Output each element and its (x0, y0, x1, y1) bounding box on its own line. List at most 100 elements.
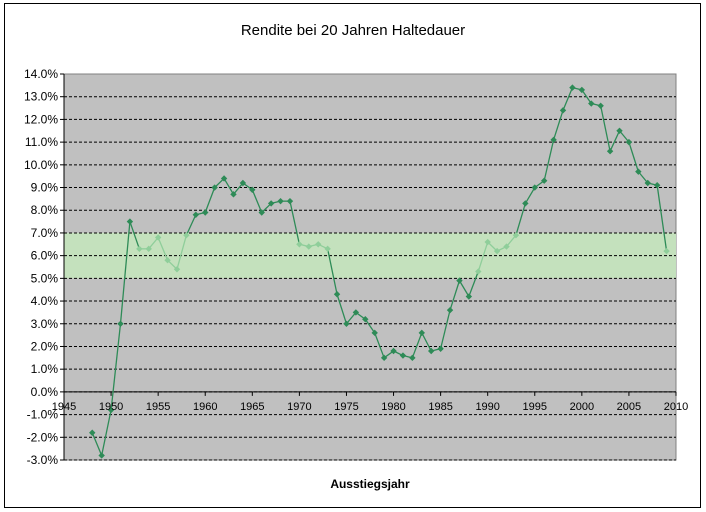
series-segment (119, 221, 131, 324)
data-point (597, 102, 604, 109)
series-segment (552, 110, 564, 141)
x-tick-label: 1970 (287, 401, 311, 413)
data-point (324, 245, 331, 253)
series-segment (609, 130, 621, 152)
data-point (399, 352, 407, 359)
series-segment (326, 248, 338, 295)
data-point (202, 209, 209, 216)
series-segment (336, 294, 348, 324)
data-point (154, 234, 162, 241)
data-point (230, 191, 237, 198)
y-tick-label: 3.0% (31, 317, 59, 331)
data-point (437, 345, 444, 352)
series-segment (421, 332, 432, 352)
series-segment (176, 235, 188, 270)
series-segment (656, 185, 668, 252)
x-tick-label: 1965 (240, 401, 264, 413)
series-segment (506, 234, 517, 247)
data-point (522, 200, 529, 207)
y-tick-label: 11.0% (25, 135, 58, 149)
data-point (456, 277, 463, 284)
data-point (559, 107, 567, 114)
data-point (305, 243, 312, 250)
y-tick-label: 1.0% (31, 362, 59, 376)
data-point (484, 238, 491, 246)
data-point (145, 245, 152, 253)
data-point (343, 320, 350, 327)
series-segment (129, 221, 140, 250)
x-tick-label: 1950 (99, 401, 123, 413)
data-point (296, 241, 303, 248)
y-tick-label: -2.0% (27, 430, 59, 444)
series-segment (101, 409, 112, 456)
data-point (635, 168, 642, 175)
series-segment (185, 214, 197, 236)
data-point (503, 243, 510, 250)
x-tick-label: 1960 (193, 401, 217, 413)
series-segment (600, 105, 611, 152)
data-point (249, 186, 256, 193)
series-segment (157, 237, 169, 261)
series-segment (468, 271, 479, 297)
x-axis-label: Ausstiegsjahr (330, 477, 410, 491)
data-point (239, 179, 247, 187)
data-point (183, 232, 190, 239)
data-point (136, 245, 143, 253)
y-tick-label: 6.0% (31, 249, 59, 263)
y-tick-label: -1.0% (27, 408, 59, 422)
series-segment (619, 130, 630, 143)
data-point (220, 175, 228, 182)
x-tick-label: 2000 (570, 401, 594, 413)
data-point (164, 256, 171, 264)
data-point (418, 329, 425, 337)
series-segment (232, 182, 244, 195)
series-segment (148, 237, 159, 250)
series-segment (251, 189, 263, 213)
series-segment (345, 311, 357, 325)
y-tick-label: 5.0% (31, 271, 59, 285)
series-segment (91, 432, 103, 456)
series-segment (628, 141, 639, 172)
chart-title: Rendite bei 20 Jahren Haltedauer (241, 22, 465, 39)
data-point (428, 347, 435, 355)
series-segment (411, 332, 423, 359)
series-segment (637, 171, 649, 184)
data-point (126, 218, 134, 225)
series-segment (374, 332, 385, 359)
data-point (578, 86, 586, 94)
series-segment (110, 323, 122, 411)
data-point (409, 354, 416, 362)
data-point (117, 320, 124, 327)
series-segment (581, 89, 592, 104)
data-point (352, 309, 360, 316)
data-point (211, 184, 218, 191)
y-tick-label: 9.0% (31, 181, 59, 195)
y-tick-label: 10.0% (24, 158, 58, 172)
series-segment (524, 187, 536, 204)
series-segment (515, 203, 526, 236)
x-tick-label: 2005 (617, 401, 641, 413)
y-tick-label: 4.0% (31, 294, 59, 308)
y-tick-label: 2.0% (31, 339, 59, 353)
x-tick-label: 1980 (381, 401, 405, 413)
series-segment (289, 201, 301, 245)
x-tick-label: 1955 (146, 401, 170, 413)
series-segment (543, 139, 555, 181)
data-point (493, 247, 501, 255)
series-segment (477, 241, 489, 272)
data-point (588, 100, 595, 107)
data-point (371, 329, 378, 337)
series-segment (364, 318, 376, 334)
data-point (616, 127, 623, 134)
data-point (653, 182, 661, 189)
data-point (606, 148, 614, 155)
data-point (277, 197, 284, 205)
data-point (258, 209, 265, 216)
data-point (173, 266, 181, 273)
x-tick-label: 1975 (334, 401, 358, 413)
series-segment (439, 309, 451, 349)
data-point (446, 306, 454, 314)
data-point (315, 241, 322, 248)
data-point (98, 452, 105, 459)
data-point (380, 354, 388, 362)
